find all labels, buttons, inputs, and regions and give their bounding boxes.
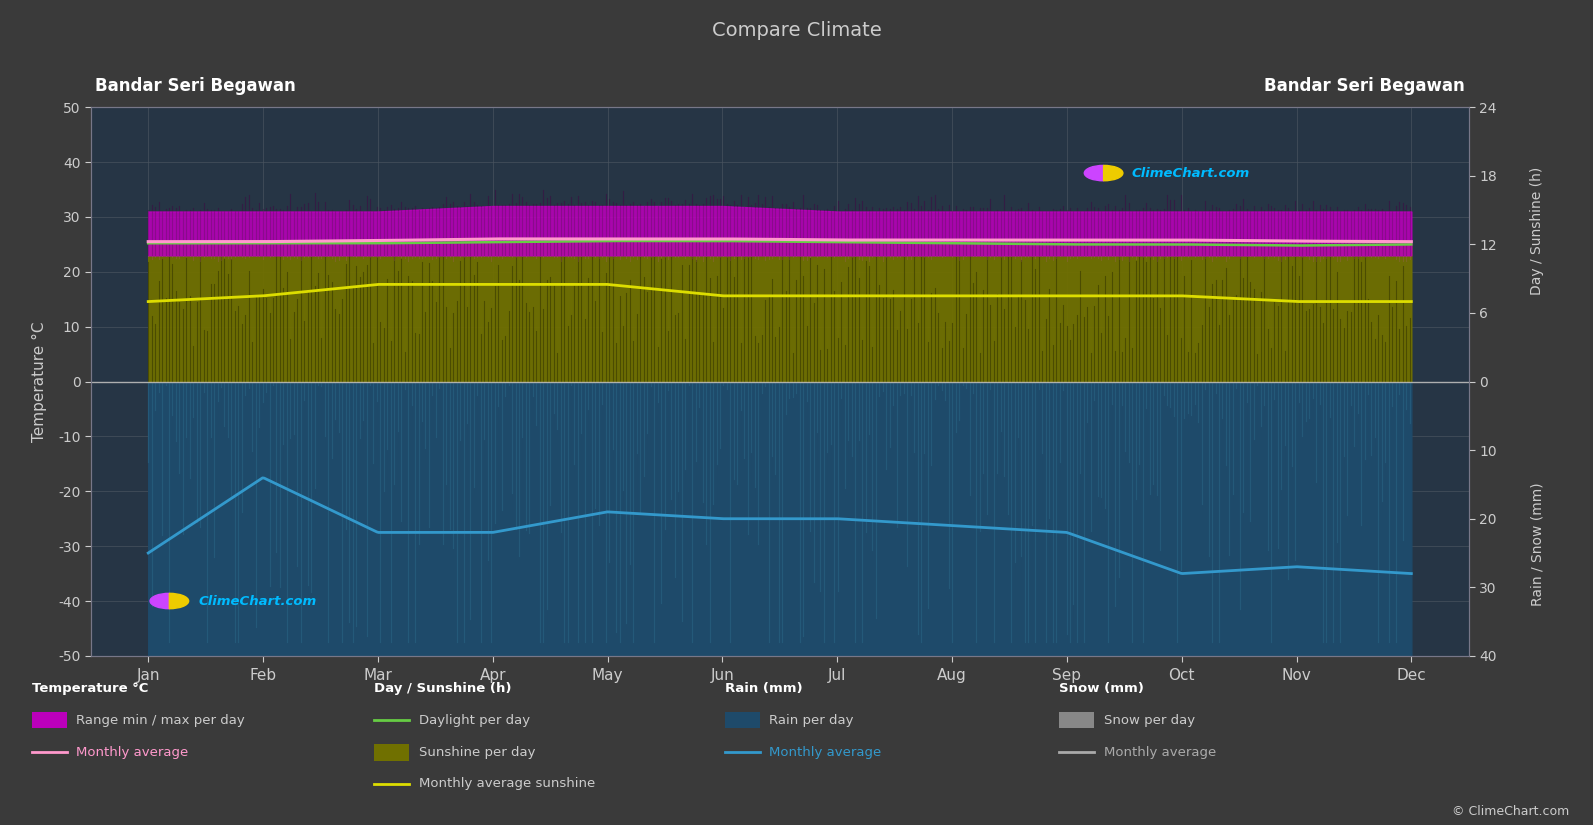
Text: Day / Sunshine (h): Day / Sunshine (h): [374, 682, 511, 695]
Text: ClimeChart.com: ClimeChart.com: [1131, 167, 1249, 180]
Text: Monthly average: Monthly average: [769, 746, 881, 759]
Text: Day / Sunshine (h): Day / Sunshine (h): [1531, 167, 1544, 295]
Text: Monthly average sunshine: Monthly average sunshine: [419, 777, 596, 790]
Y-axis label: Temperature °C: Temperature °C: [32, 321, 46, 442]
Text: Rain (mm): Rain (mm): [725, 682, 803, 695]
Text: Rain / Snow (mm): Rain / Snow (mm): [1531, 483, 1544, 606]
Text: ClimeChart.com: ClimeChart.com: [198, 595, 317, 607]
Text: Snow (mm): Snow (mm): [1059, 682, 1144, 695]
Text: Bandar Seri Begawan: Bandar Seri Begawan: [96, 78, 296, 95]
Text: © ClimeChart.com: © ClimeChart.com: [1451, 805, 1569, 818]
Text: Range min / max per day: Range min / max per day: [76, 714, 245, 727]
Text: Temperature °C: Temperature °C: [32, 682, 148, 695]
Text: Bandar Seri Begawan: Bandar Seri Begawan: [1263, 78, 1464, 95]
Wedge shape: [1104, 165, 1123, 181]
Wedge shape: [169, 593, 188, 609]
Text: Rain per day: Rain per day: [769, 714, 854, 727]
Text: Daylight per day: Daylight per day: [419, 714, 530, 727]
Text: Monthly average: Monthly average: [76, 746, 188, 759]
Text: Monthly average: Monthly average: [1104, 746, 1215, 759]
Text: Snow per day: Snow per day: [1104, 714, 1195, 727]
Text: Compare Climate: Compare Climate: [712, 21, 881, 40]
Text: Sunshine per day: Sunshine per day: [419, 746, 535, 759]
Wedge shape: [150, 593, 169, 609]
Wedge shape: [1085, 165, 1104, 181]
